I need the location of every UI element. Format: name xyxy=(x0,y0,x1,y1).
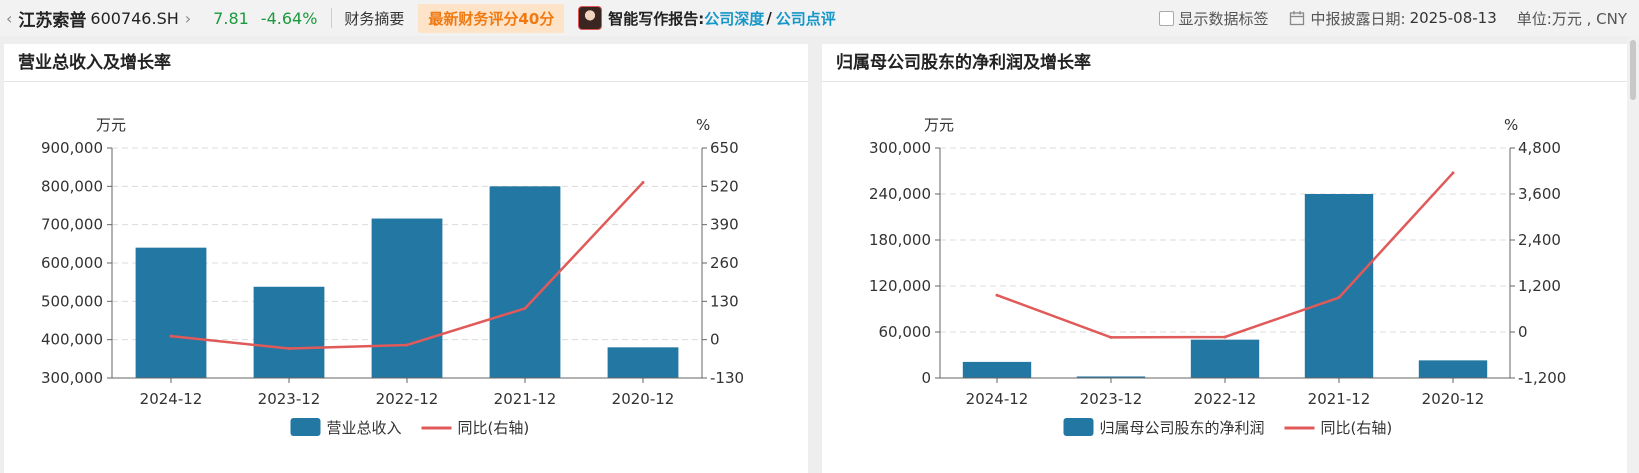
stock-change: -4.64% xyxy=(260,8,318,28)
growth-point xyxy=(1109,335,1113,339)
bar xyxy=(962,361,1032,378)
bar xyxy=(1190,339,1260,378)
x-tick-label: 2021-12 xyxy=(1308,390,1371,408)
y2-tick-label: -130 xyxy=(710,369,744,387)
scrollbar[interactable] xyxy=(1627,36,1639,473)
y-tick-label: 800,000 xyxy=(41,177,103,195)
divider xyxy=(331,8,333,28)
x-tick-label: 2023-12 xyxy=(258,390,321,408)
show-labels-label[interactable]: 显示数据标签 xyxy=(1178,9,1269,28)
y2-tick-label: 2,400 xyxy=(1518,231,1561,249)
y-tick-label: 900,000 xyxy=(41,139,103,157)
header-right: 显示数据标签 中报披露日期: 2025-08-13 单位:万元 , CNY xyxy=(1158,0,1627,36)
calendar-icon xyxy=(1289,11,1304,26)
x-tick-label: 2024-12 xyxy=(140,390,203,408)
stock-price: 7.81 xyxy=(213,8,249,28)
show-labels-checkbox[interactable] xyxy=(1158,10,1174,26)
legend-bar-swatch xyxy=(290,418,321,436)
link-separator: / xyxy=(766,9,772,27)
x-tick-label: 2024-12 xyxy=(966,390,1029,408)
x-tick-label: 2020-12 xyxy=(1422,390,1485,408)
growth-point xyxy=(405,343,409,347)
legend-line-label: 同比(右轴) xyxy=(458,419,530,437)
legend-bar-label: 营业总收入 xyxy=(327,419,402,437)
y-tick-label: 700,000 xyxy=(41,216,103,234)
legend-line-label: 同比(右轴) xyxy=(1321,419,1393,437)
growth-point xyxy=(1223,335,1227,339)
y-tick-label: 120,000 xyxy=(869,277,931,295)
growth-point xyxy=(995,293,999,297)
growth-point xyxy=(1337,296,1341,299)
net-profit-chart: 万元 % 300,000 240,000 180,000 120,000 60,000 0 4,… xyxy=(869,116,1566,437)
bar xyxy=(135,247,207,378)
bar xyxy=(253,286,325,378)
y-tick-label: 300,000 xyxy=(869,139,931,157)
disclosure-date: 2025-08-13 xyxy=(1409,9,1497,27)
x-tick-label: 2022-12 xyxy=(1194,390,1257,408)
summary-label: 财务摘要 xyxy=(344,9,405,28)
chevron-left-icon[interactable]: ‹ xyxy=(6,8,13,28)
y-tick-label: 500,000 xyxy=(41,292,103,310)
y-tick-label: 600,000 xyxy=(41,254,103,272)
x-tick-label: 2021-12 xyxy=(494,390,557,408)
company-depth-link[interactable]: 公司深度 xyxy=(704,9,765,28)
y-tick-label: 180,000 xyxy=(869,231,931,249)
y-axis-unit: 万元 xyxy=(924,116,954,134)
y-tick-label: 60,000 xyxy=(879,323,932,341)
y2-tick-label: 390 xyxy=(710,216,739,234)
x-tick-label: 2023-12 xyxy=(1080,390,1143,408)
score-badge[interactable]: 最新财务评分40分 xyxy=(418,3,565,33)
chevron-right-icon[interactable]: › xyxy=(184,8,192,28)
disclosure-label: 中报披露日期: xyxy=(1310,9,1406,28)
y-tick-label: 240,000 xyxy=(869,185,931,203)
legend-bar-label: 归属母公司股东的净利润 xyxy=(1100,419,1265,437)
y-tick-label: 0 xyxy=(921,369,931,387)
growth-point xyxy=(523,306,527,310)
y2-tick-label: 0 xyxy=(1518,323,1528,341)
y2-axis-unit: % xyxy=(1504,116,1518,134)
stock-code: 600746.SH xyxy=(90,8,179,28)
growth-point xyxy=(1451,171,1455,175)
ai-report-label: 智能写作报告: xyxy=(608,9,705,28)
bar xyxy=(1304,194,1374,378)
growth-point xyxy=(641,181,645,184)
x-tick-label: 2020-12 xyxy=(612,390,675,408)
stock-name: 江苏索普 xyxy=(18,10,87,31)
company-review-link[interactable]: 公司点评 xyxy=(775,9,836,28)
x-tick-label: 2022-12 xyxy=(376,390,439,408)
y2-tick-label: 1,200 xyxy=(1518,277,1561,295)
y-tick-label: 300,000 xyxy=(41,369,103,387)
bar xyxy=(1076,376,1146,378)
top-bar: ‹ 江苏索普 600746.SH › 7.81 -4.64% 财务摘要 最新财务… xyxy=(0,0,1639,36)
y2-axis-unit: % xyxy=(696,116,710,134)
scrollbar-thumb[interactable] xyxy=(1630,40,1636,100)
y2-tick-label: -1,200 xyxy=(1518,369,1566,387)
growth-point xyxy=(287,347,291,351)
revenue-panel-title: 营业总收入及增长率 xyxy=(4,44,808,82)
bar xyxy=(607,347,679,378)
net-profit-panel: 归属母公司股东的净利润及增长率 万元% 300,000 240,000 180,000… xyxy=(822,44,1627,473)
y2-tick-label: 130 xyxy=(710,292,739,310)
bar xyxy=(371,218,443,378)
growth-line xyxy=(996,172,1454,339)
y2-tick-label: 260 xyxy=(710,254,739,272)
revenue-panel: 营业总收入及增长率 万元% 900,000 800,000 700,000 600,00… xyxy=(4,44,808,473)
bar xyxy=(1418,360,1488,378)
unit-label: 单位:万元 , CNY xyxy=(1516,9,1627,28)
growth-point xyxy=(169,334,173,338)
y2-tick-label: 3,600 xyxy=(1518,185,1561,203)
avatar-icon xyxy=(578,6,603,30)
y2-tick-label: 0 xyxy=(710,331,720,349)
y2-tick-label: 520 xyxy=(710,177,739,195)
y-axis-unit: 万元 xyxy=(96,116,126,134)
y2-tick-label: 4,800 xyxy=(1518,139,1561,157)
legend-bar-swatch xyxy=(1063,418,1094,436)
net-profit-panel-title: 归属母公司股东的净利润及增长率 xyxy=(822,44,1627,82)
y2-tick-label: 650 xyxy=(710,139,739,157)
revenue-chart: 万元 % 900,000 800,000 700,000 600,000 500,000 40… xyxy=(41,116,744,437)
y-tick-label: 400,000 xyxy=(41,331,103,349)
